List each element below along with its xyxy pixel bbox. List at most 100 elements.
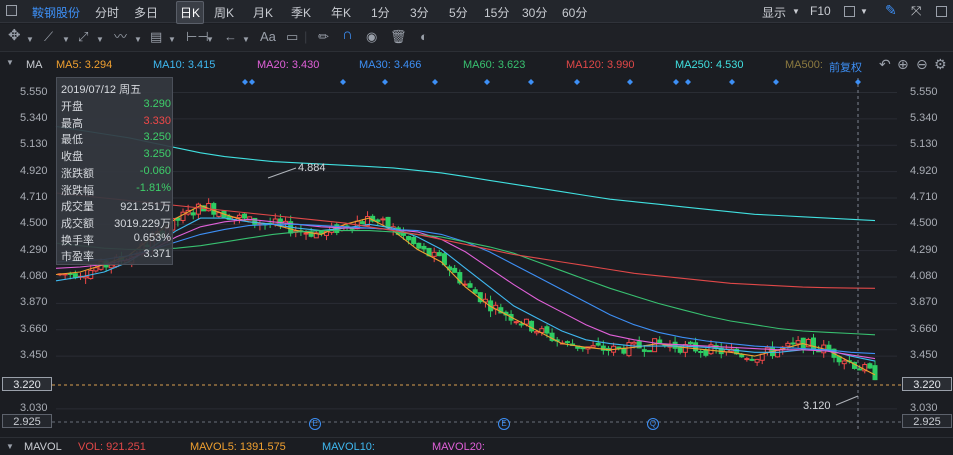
range-tool-icon[interactable]: ⊢⊣ <box>186 29 209 44</box>
period-tab[interactable]: 15分 <box>484 6 510 20</box>
chevron-down-icon[interactable]: ▼ <box>206 35 214 44</box>
ma-line-ma5 <box>55 204 876 376</box>
y-tick-label: 4.710 <box>20 190 48 203</box>
period-tab[interactable]: 30分 <box>522 6 548 20</box>
undo-icon[interactable]: ↶ <box>879 56 891 72</box>
candle-body <box>206 203 212 212</box>
candle-body <box>857 368 863 371</box>
candle-body <box>677 346 683 353</box>
event-diamond <box>773 79 779 85</box>
tooltip-key: 涨跌幅 <box>61 184 94 197</box>
chart-overlay <box>52 78 902 432</box>
settings-gear-icon[interactable]: ⚙ <box>934 56 947 72</box>
magnet-icon[interactable]: ∩ <box>342 26 353 43</box>
toggle-icon[interactable]: ◐ <box>420 29 428 44</box>
collapse-icon[interactable]: ▼ <box>6 442 14 451</box>
ma500-value: MA500: <box>785 59 823 71</box>
chart-grid <box>56 92 897 410</box>
toolbar-divider: | <box>304 29 308 44</box>
y-tick-label: 3.660 <box>910 322 938 335</box>
period-tab[interactable]: 周K <box>214 6 235 20</box>
ma120-value: MA120: 3.990 <box>566 59 635 71</box>
period-tab[interactable]: 5分 <box>449 6 468 20</box>
chevron-down-icon[interactable]: ▼ <box>242 35 250 44</box>
period-tab[interactable]: 年K <box>331 6 352 20</box>
ma-label[interactable]: MA <box>26 59 43 71</box>
candle-body <box>375 219 381 222</box>
trash-icon[interactable]: 🗑 <box>390 29 407 44</box>
mavol-label[interactable]: MAVOL <box>24 441 62 453</box>
y-tick-label: 4.920 <box>910 164 938 177</box>
y-tick-label: 4.920 <box>20 164 48 177</box>
stock-type-icon[interactable] <box>6 5 17 16</box>
chevron-down-icon[interactable]: ▼ <box>792 7 800 16</box>
tooltip-row: 最高 3.330 <box>61 115 171 131</box>
chevron-down-icon[interactable]: ▼ <box>168 35 176 44</box>
event-diamond <box>432 79 438 85</box>
ma-line-ma250 <box>55 125 876 222</box>
arrow-tool-icon[interactable]: ← <box>224 29 237 44</box>
candle-info-tooltip: 2019/07/12 周五 开盘 3.290 最高 3.330 最低 3.250 收盘 3.2… <box>56 77 173 265</box>
event-marker-e[interactable]: E <box>498 418 510 430</box>
text-tool-icon[interactable]: Aa <box>260 29 276 44</box>
candle-body <box>795 340 801 345</box>
window-toggle-icon[interactable] <box>844 6 855 17</box>
display-menu[interactable]: 显示 <box>762 6 787 20</box>
chevron-down-icon[interactable]: ▼ <box>96 35 104 44</box>
candle-body <box>775 349 781 358</box>
collapse-icon[interactable]: ▼ <box>6 58 14 67</box>
zoom-in-icon[interactable]: ⊕ <box>897 56 909 72</box>
chevron-down-icon[interactable]: ▼ <box>860 7 868 16</box>
line-tool-icon[interactable]: ⟋ <box>44 29 54 44</box>
candle-body <box>308 231 314 237</box>
eraser-icon[interactable]: ✏ <box>318 29 329 44</box>
high-leader-line <box>267 167 297 179</box>
chart-tool-icon[interactable]: ▤ <box>150 29 163 44</box>
candle-body <box>703 349 709 356</box>
period-tab[interactable]: 日K <box>176 1 205 24</box>
event-diamond <box>484 79 490 85</box>
wave-tool-icon[interactable]: 〰 <box>114 29 128 44</box>
chevron-down-icon[interactable]: ▼ <box>134 35 142 44</box>
pen-icon[interactable]: ✎ <box>885 2 897 18</box>
event-marker-e[interactable]: E <box>309 418 321 430</box>
period-tab[interactable]: 分时 <box>95 6 120 20</box>
period-tab[interactable]: 60分 <box>562 6 588 20</box>
event-marker-q[interactable]: Q <box>647 418 659 430</box>
f10-button[interactable]: F10 <box>810 4 831 18</box>
adjust-mode-button[interactable]: 前复权 <box>829 62 862 74</box>
eye-icon[interactable]: ◉ <box>366 29 378 44</box>
chevron-down-icon[interactable]: ▼ <box>62 35 70 44</box>
period-tab[interactable]: 多日 <box>134 6 159 20</box>
maximize-icon[interactable] <box>936 6 947 17</box>
candle-body <box>108 264 114 269</box>
zoom-out-icon[interactable]: ⊖ <box>916 56 928 72</box>
period-tab[interactable]: 月K <box>253 6 274 20</box>
period-tab[interactable]: 1分 <box>371 6 390 20</box>
chevron-down-icon[interactable]: ▼ <box>26 35 34 44</box>
candle-body <box>646 350 652 353</box>
tooltip-value: 3.250 <box>143 148 171 161</box>
pin-icon[interactable]: ⤧ <box>911 3 922 18</box>
event-diamond <box>627 79 633 85</box>
drawing-toolbar: ✥ ▼ ⟋ ▼ ⤢ ▼ 〰 ▼ ▤ ▼ ⊢⊣ ▼ ← ▼ Aa ▭ | ✏ ∩ … <box>0 24 953 52</box>
candle-body <box>534 331 540 334</box>
candle-body <box>739 354 745 358</box>
ray-tool-icon[interactable]: ⤢ <box>78 29 89 44</box>
comment-icon[interactable]: ▭ <box>286 29 299 44</box>
ma20-value: MA20: 3.430 <box>257 59 320 71</box>
move-icon[interactable]: ✥ <box>8 27 21 44</box>
period-tab[interactable]: 3分 <box>410 6 429 20</box>
period-tab[interactable]: 季K <box>291 6 312 20</box>
event-diamond <box>528 79 534 85</box>
stock-name[interactable]: 鞍钢股份 <box>32 6 81 20</box>
tooltip-row: 成交量 921.251万 <box>61 198 171 214</box>
mavol20-value: MAVOL20: <box>432 441 485 453</box>
candle-body <box>785 342 791 347</box>
y-tick-label: 4.500 <box>910 217 938 230</box>
candle-body <box>631 341 637 345</box>
tooltip-row: 开盘 3.290 <box>61 98 171 114</box>
tooltip-key: 涨跌额 <box>61 167 94 180</box>
low-price-label: 3.120 <box>803 400 831 412</box>
y-tick-label: 3.450 <box>910 349 938 362</box>
